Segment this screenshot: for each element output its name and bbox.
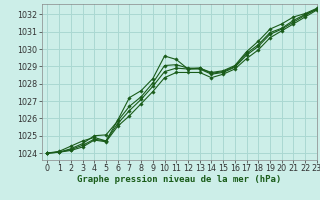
X-axis label: Graphe pression niveau de la mer (hPa): Graphe pression niveau de la mer (hPa) <box>77 175 281 184</box>
